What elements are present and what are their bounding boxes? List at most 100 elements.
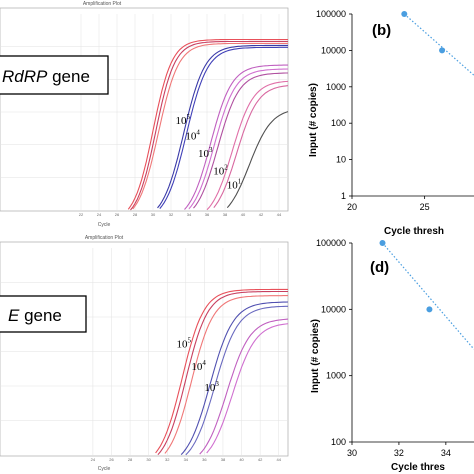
std-data-point xyxy=(379,240,386,246)
std-x-tick-label: 30 xyxy=(347,448,357,458)
std-y-tick-label: 1000 xyxy=(326,82,346,92)
amp-bottom-frame xyxy=(0,241,289,457)
amp-x-tick-label: 26 xyxy=(109,457,114,462)
amplification-curve xyxy=(184,64,288,210)
curve-concentration-label: 104 xyxy=(191,359,206,373)
curve-label-exponent: 4 xyxy=(202,359,206,367)
amp-x-tick-label: 40 xyxy=(241,212,246,217)
curve-concentration-label: 104 xyxy=(185,128,200,142)
std-y-tick-label: 1 xyxy=(341,191,346,201)
amp-x-tick-label: 36 xyxy=(202,457,207,462)
amp-x-tick-label: 32 xyxy=(165,457,170,462)
amp-x-tick-label: 24 xyxy=(91,457,96,462)
std-data-point xyxy=(439,47,446,54)
amp-x-tick-label: 30 xyxy=(146,457,151,462)
amp-x-tick-label: 36 xyxy=(205,212,210,217)
curve-concentration-label: 105 xyxy=(177,336,192,350)
amp-bottom-xlabel: Cycle xyxy=(98,466,111,472)
curve-label-exponent: 5 xyxy=(188,336,192,344)
curve-concentration-label: 103 xyxy=(198,146,213,160)
std-x-tick-label: 25 xyxy=(420,202,430,212)
std-y-tick-label: 1000 xyxy=(326,371,346,381)
curve-label-exponent: 5 xyxy=(187,113,191,121)
std-y-tick-label: 100 xyxy=(331,118,346,128)
amplification-curve xyxy=(206,80,289,211)
amplification-curve xyxy=(127,38,288,210)
amplification-curve xyxy=(157,290,288,456)
std-top-xlabel: Cycle thresh xyxy=(384,226,444,237)
amp-x-tick-label: 24 xyxy=(97,212,102,217)
amp-x-tick-label: 32 xyxy=(169,212,174,217)
std-y-tick-label: 10 xyxy=(336,155,346,165)
rdrp-gene-rest: gene xyxy=(47,67,90,86)
std-bottom-ylabel: Input (# copies) xyxy=(310,319,321,393)
amp-bottom-title: Amplification Plot xyxy=(85,235,124,241)
std-y-tick-label: 10000 xyxy=(321,45,346,55)
amp-x-tick-label: 44 xyxy=(276,457,281,462)
std-bottom-xlabel: Cycle thres xyxy=(391,462,445,473)
amp-bottom-x-ticks: 24 26 28 30 32 34 36 38 40 42 44 xyxy=(91,457,282,462)
amplification-plot-rdrp: Amplification Plot 22 24 26 28 30 32 34 36 38 40 4… xyxy=(0,1,289,228)
std-top-x-ticks: 20 25 xyxy=(347,196,430,212)
curve-label-base: 10 xyxy=(227,179,239,191)
amplification-curve xyxy=(155,288,288,454)
e-gene-italic: E xyxy=(8,306,20,325)
amplification-plot-e: Amplification Plot 24 26 28 30 32 34 36 38 40 42 4… xyxy=(0,235,289,472)
curve-label-base: 10 xyxy=(204,382,216,394)
amp-x-tick-label: 42 xyxy=(259,212,264,217)
std-trendline xyxy=(403,13,474,77)
curve-label-base: 10 xyxy=(177,338,189,350)
amp-x-tick-label: 34 xyxy=(187,212,192,217)
std-x-tick-label: 34 xyxy=(441,448,451,458)
std-data-point xyxy=(426,306,433,313)
std-bottom-points xyxy=(379,240,433,313)
panel-d-label: (d) xyxy=(370,259,389,276)
amplification-curve xyxy=(188,68,289,210)
std-y-tick-label: 100 xyxy=(331,437,346,447)
amp-x-tick-label: 28 xyxy=(133,212,138,217)
amplification-curve xyxy=(159,46,288,209)
amplification-curve xyxy=(193,72,288,209)
amp-top-curves xyxy=(127,38,289,211)
curve-concentration-label: 103 xyxy=(204,380,219,394)
amplification-curve xyxy=(185,305,288,456)
std-top-ylabel: Input (# copies) xyxy=(308,83,319,157)
std-bottom-x-ticks: 30 32 34 xyxy=(347,442,451,458)
std-top-trendline xyxy=(403,13,474,77)
amp-top-title: Amplification Plot xyxy=(83,1,122,7)
std-y-tick-label: 100000 xyxy=(316,9,346,19)
curve-label-exponent: 1 xyxy=(238,177,242,185)
amplification-curve xyxy=(199,318,289,455)
amp-x-tick-label: 30 xyxy=(151,212,156,217)
amplification-curve xyxy=(157,44,288,209)
amp-x-tick-label: 28 xyxy=(128,457,133,462)
amp-top-xlabel: Cycle xyxy=(98,222,111,228)
panel-b-label: (b) xyxy=(372,22,391,39)
curve-label-base: 10 xyxy=(213,166,225,178)
amp-x-tick-label: 38 xyxy=(221,457,226,462)
curve-label-base: 10 xyxy=(185,130,197,142)
amplification-curve xyxy=(206,323,289,454)
std-trendline xyxy=(382,242,474,350)
amp-top-x-ticks: 22 24 26 28 30 32 34 36 38 40 42 44 xyxy=(79,212,282,217)
e-gene-box xyxy=(0,295,87,333)
curve-label-exponent: 4 xyxy=(196,128,200,136)
curve-concentration-label: 105 xyxy=(176,113,191,127)
e-gene-label: E gene xyxy=(8,306,62,325)
amp-bottom-curves xyxy=(155,288,289,456)
curve-label-base: 10 xyxy=(191,361,203,373)
amp-x-tick-label: 22 xyxy=(79,212,84,217)
amp-x-tick-label: 42 xyxy=(258,457,263,462)
std-x-tick-label: 20 xyxy=(347,202,357,212)
std-bottom-y-ticks: 100000 10000 1000 100 xyxy=(316,238,352,447)
std-x-tick-label: 32 xyxy=(394,448,404,458)
e-gene-rest: gene xyxy=(19,306,62,325)
std-bottom-trendline xyxy=(382,242,474,350)
amplification-curve xyxy=(180,301,289,455)
std-data-point xyxy=(401,11,408,17)
amp-x-tick-label: 44 xyxy=(277,212,282,217)
